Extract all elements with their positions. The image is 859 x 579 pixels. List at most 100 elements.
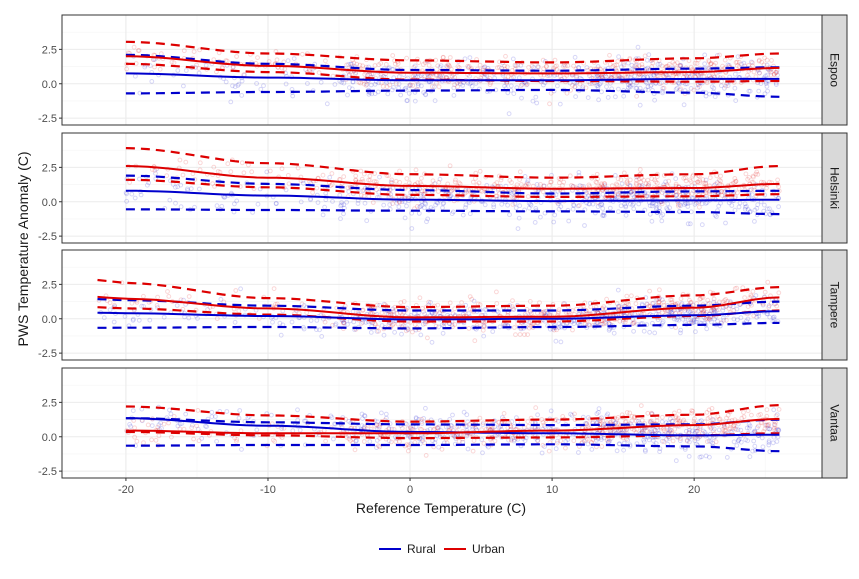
rural-point bbox=[692, 202, 698, 207]
rural-point bbox=[174, 303, 180, 308]
urban-point bbox=[197, 47, 203, 53]
urban-point bbox=[633, 180, 639, 186]
urban-point bbox=[367, 173, 373, 179]
rural-point bbox=[425, 216, 431, 222]
rural-point bbox=[368, 82, 374, 88]
urban-point bbox=[421, 191, 426, 197]
rural-point bbox=[533, 94, 539, 100]
rural-point bbox=[765, 88, 770, 94]
rural-point bbox=[421, 90, 427, 95]
urban-point bbox=[543, 64, 549, 69]
rural-point bbox=[363, 320, 369, 325]
urban-point bbox=[390, 201, 396, 207]
rural-point bbox=[681, 102, 687, 108]
urban-point bbox=[755, 172, 761, 177]
rural-point bbox=[702, 61, 707, 67]
rural-point bbox=[735, 54, 741, 60]
rural-point bbox=[258, 86, 264, 92]
rural-point bbox=[513, 205, 519, 211]
urban-point bbox=[419, 188, 425, 194]
urban-point bbox=[152, 64, 157, 70]
rural-point bbox=[390, 67, 396, 72]
urban-point bbox=[636, 176, 642, 182]
urban-point bbox=[736, 59, 742, 65]
rural-point bbox=[665, 201, 671, 207]
urban-point bbox=[614, 182, 620, 188]
rural-point bbox=[635, 44, 641, 50]
rural-point bbox=[278, 332, 284, 338]
x-tick-label: 0 bbox=[407, 484, 413, 496]
rural-point bbox=[341, 202, 347, 208]
urban-point bbox=[374, 187, 379, 193]
urban-point bbox=[152, 168, 158, 173]
rural-point bbox=[575, 203, 581, 209]
urban-point bbox=[602, 181, 607, 186]
rural-point bbox=[749, 192, 755, 198]
rural-point bbox=[586, 201, 592, 207]
rural-point bbox=[631, 328, 636, 334]
urban-point bbox=[353, 173, 359, 179]
urban-point bbox=[515, 62, 521, 68]
facet-strip-label: Vantaa bbox=[828, 404, 842, 441]
rural-point bbox=[616, 209, 621, 215]
urban-point bbox=[567, 173, 573, 179]
rural-point bbox=[760, 302, 766, 308]
rural-point bbox=[695, 82, 701, 88]
rural-point bbox=[683, 201, 689, 207]
rural-point bbox=[132, 195, 138, 201]
urban-point bbox=[447, 163, 453, 169]
urban-upper-quantile-line bbox=[125, 40, 780, 64]
urban-point bbox=[656, 58, 662, 63]
urban-point bbox=[637, 167, 643, 172]
x-tick-label: -20 bbox=[118, 484, 134, 496]
urban-point bbox=[703, 180, 709, 186]
urban-point bbox=[621, 62, 627, 68]
rural-point bbox=[360, 188, 366, 194]
rural-point bbox=[623, 203, 628, 209]
rural-point bbox=[770, 315, 776, 321]
rural-point bbox=[419, 203, 425, 208]
rural-point bbox=[725, 83, 731, 88]
urban-point bbox=[594, 180, 600, 186]
rural-point bbox=[527, 308, 533, 314]
urban-point bbox=[447, 64, 452, 69]
urban-point bbox=[773, 70, 779, 75]
urban-point bbox=[512, 62, 518, 68]
urban-point bbox=[646, 181, 652, 187]
urban-point bbox=[541, 66, 546, 72]
rural-point bbox=[572, 54, 578, 60]
rural-point bbox=[764, 62, 770, 68]
rural-point bbox=[344, 199, 350, 205]
urban-point bbox=[642, 53, 648, 59]
urban-point bbox=[370, 200, 376, 205]
urban-point bbox=[436, 84, 442, 90]
rural-point bbox=[219, 203, 225, 209]
rural-point bbox=[466, 187, 472, 193]
urban-point bbox=[697, 178, 702, 184]
rural-point bbox=[647, 211, 653, 217]
urban-point bbox=[415, 180, 421, 186]
rural-point bbox=[463, 205, 468, 210]
rural-point bbox=[339, 79, 345, 85]
urban-point bbox=[507, 178, 513, 183]
urban-point bbox=[607, 52, 612, 58]
urban-point bbox=[691, 87, 697, 93]
urban-point bbox=[378, 60, 384, 66]
y-tick-label: 0.0 bbox=[42, 432, 57, 444]
rural-point bbox=[660, 90, 665, 96]
facet-strip bbox=[821, 14, 848, 126]
rural-point bbox=[405, 327, 411, 333]
rural-point bbox=[676, 80, 681, 86]
urban-point bbox=[599, 74, 605, 79]
rural-point bbox=[650, 320, 655, 326]
urban-point bbox=[692, 180, 698, 186]
urban-point bbox=[618, 177, 624, 183]
rural-point bbox=[664, 206, 669, 211]
rural-point bbox=[604, 84, 609, 90]
rural-point bbox=[482, 307, 488, 312]
urban-point bbox=[180, 172, 186, 178]
rural-point bbox=[574, 74, 579, 80]
urban-point bbox=[197, 160, 203, 166]
rural-point bbox=[686, 309, 691, 315]
urban-point bbox=[659, 80, 664, 86]
